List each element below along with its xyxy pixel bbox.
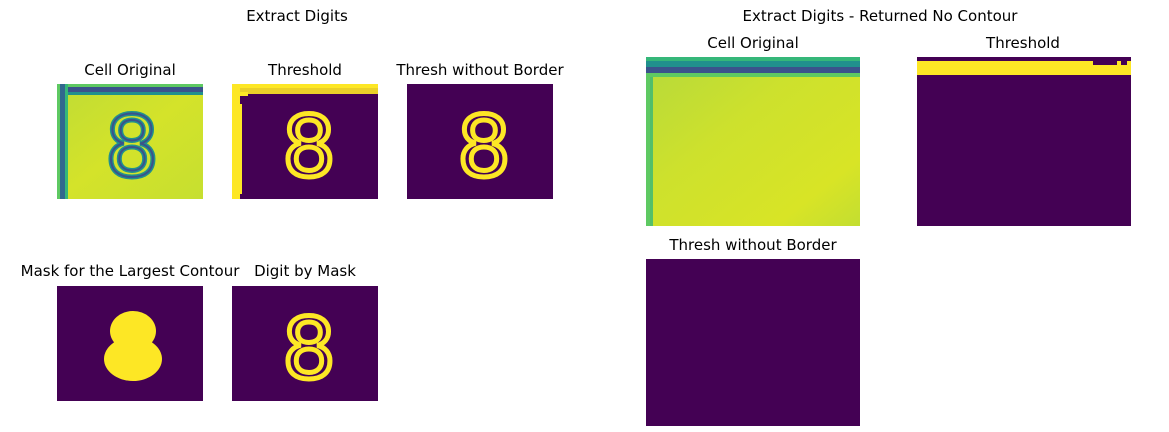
image-threshold-empty [917, 57, 1131, 226]
image-thresh-without-border-8: 8 [407, 84, 553, 199]
image-digit-by-mask-8: 8 [232, 286, 378, 401]
left-figure-title: Extract Digits [246, 7, 348, 25]
panel-title-thresh-without-border: Thresh without Border [396, 61, 564, 79]
image-threshold-8: 8 [232, 84, 378, 199]
panel-title-cell-original: Cell Original [84, 61, 176, 79]
image-mask-largest-contour [57, 286, 203, 401]
image-cell-original-empty [646, 57, 860, 226]
svg-text:8: 8 [105, 98, 158, 196]
image-thresh-without-border-empty [646, 259, 860, 426]
panel-title-threshold-right: Threshold [986, 34, 1060, 52]
image-cell-original-8: 8 8 [57, 84, 203, 199]
panel-title-digit-by-mask: Digit by Mask [254, 262, 356, 280]
svg-text:8: 8 [282, 300, 335, 398]
digit-eight: 8 [105, 98, 158, 196]
panel-title-threshold: Threshold [268, 61, 342, 79]
panel-title-mask-largest-contour: Mask for the Largest Contour [20, 262, 240, 280]
panel-title-thresh-without-border-right: Thresh without Border [669, 236, 837, 254]
panel-title-cell-original-right: Cell Original [707, 34, 799, 52]
right-figure-title: Extract Digits - Returned No Contour [742, 7, 1018, 25]
svg-text:8: 8 [282, 98, 335, 196]
svg-text:8: 8 [457, 98, 510, 196]
